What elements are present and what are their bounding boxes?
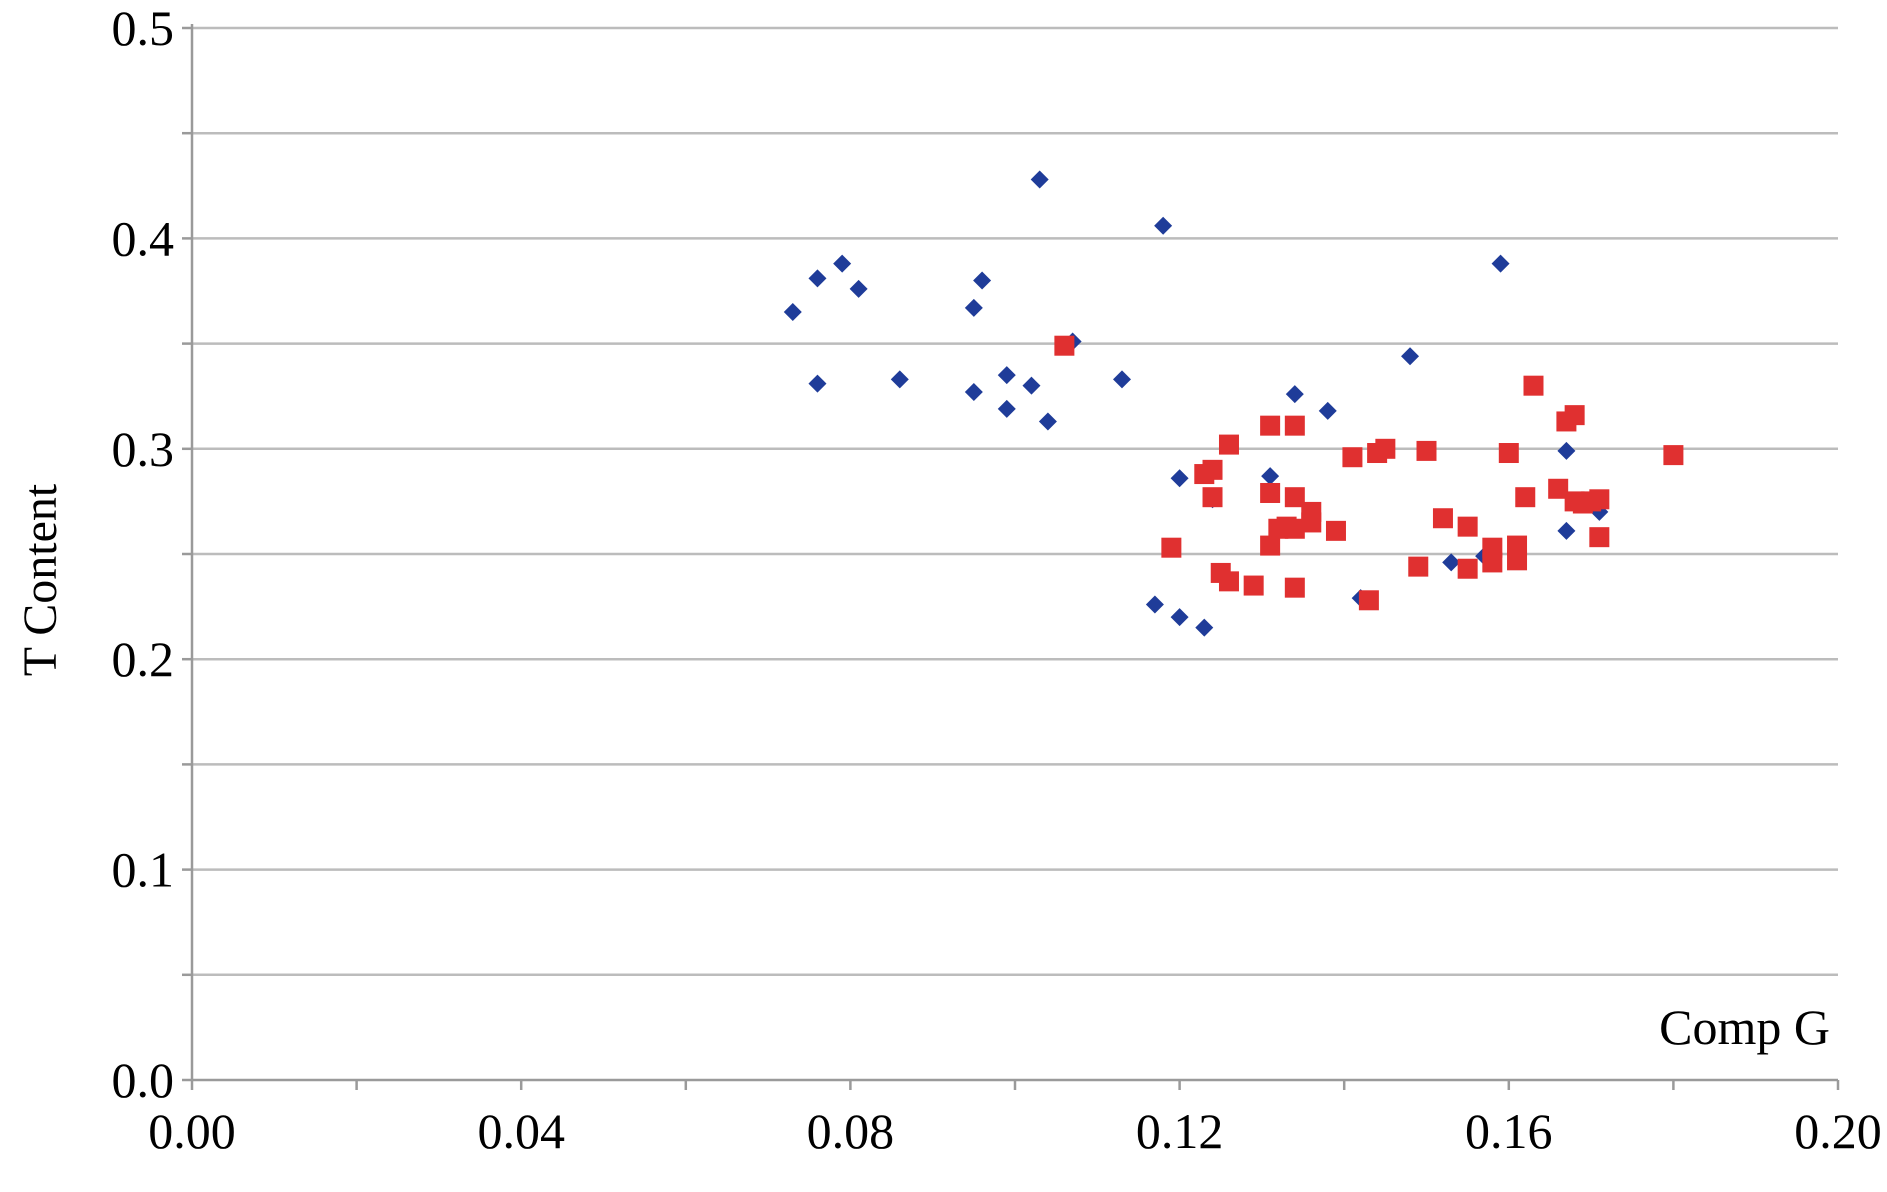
data-point bbox=[833, 254, 852, 273]
series-2 bbox=[1054, 335, 1684, 611]
data-point bbox=[1589, 527, 1610, 548]
axis-ticks: 0.0 0.1 0.2 0.3 0.4 0.5 0.00 0.04 0.08 0.12 0.16 0.… bbox=[112, 0, 1882, 1159]
data-point bbox=[1030, 170, 1049, 189]
x-tick-label: 0.16 bbox=[1465, 1103, 1553, 1159]
data-point bbox=[1038, 412, 1057, 431]
data-point bbox=[1358, 590, 1379, 611]
data-point bbox=[1564, 405, 1585, 426]
data-point bbox=[1507, 535, 1528, 556]
data-point bbox=[1457, 558, 1478, 579]
data-point bbox=[1284, 487, 1305, 508]
y-tick-label: 0.5 bbox=[112, 0, 175, 56]
data-point bbox=[1161, 537, 1182, 558]
data-point bbox=[1260, 482, 1281, 503]
data-point bbox=[1261, 467, 1280, 486]
data-point bbox=[1375, 438, 1396, 459]
data-point bbox=[1260, 415, 1281, 436]
data-point bbox=[1523, 375, 1544, 396]
data-point bbox=[1342, 447, 1363, 468]
data-point bbox=[973, 271, 992, 290]
data-point bbox=[1416, 440, 1437, 461]
data-series bbox=[783, 170, 1684, 637]
data-point bbox=[964, 382, 983, 401]
data-point bbox=[1557, 521, 1576, 540]
y-tick-label: 0.3 bbox=[112, 421, 175, 477]
data-point bbox=[1284, 518, 1305, 539]
data-point bbox=[997, 399, 1016, 418]
data-point bbox=[1457, 516, 1478, 537]
data-point bbox=[1202, 487, 1223, 508]
data-point bbox=[1260, 535, 1281, 556]
data-point bbox=[1285, 385, 1304, 404]
x-tick-label: 0.00 bbox=[148, 1103, 236, 1159]
data-point bbox=[1663, 445, 1684, 466]
data-point bbox=[1325, 520, 1346, 541]
y-tick-label: 0.0 bbox=[112, 1052, 175, 1108]
data-point bbox=[890, 370, 909, 389]
data-point bbox=[1491, 254, 1510, 273]
data-point bbox=[808, 374, 827, 393]
data-point bbox=[1432, 508, 1453, 529]
data-point bbox=[997, 366, 1016, 385]
data-point bbox=[1284, 577, 1305, 598]
y-axis-label: T Content bbox=[14, 483, 67, 676]
data-point bbox=[1498, 443, 1519, 464]
data-point bbox=[1145, 595, 1164, 614]
data-point bbox=[1442, 553, 1461, 572]
data-point bbox=[1515, 487, 1536, 508]
x-tick-label: 0.20 bbox=[1794, 1103, 1882, 1159]
data-point bbox=[1195, 618, 1214, 637]
data-point bbox=[1557, 441, 1576, 460]
data-point bbox=[1054, 335, 1075, 356]
data-point bbox=[964, 298, 983, 317]
data-point bbox=[1218, 434, 1239, 455]
data-point bbox=[1202, 459, 1223, 480]
data-point bbox=[1243, 575, 1264, 596]
axes bbox=[190, 24, 1838, 1082]
data-point bbox=[1408, 556, 1429, 577]
x-axis-label: Comp G bbox=[1659, 999, 1830, 1055]
y-tick-label: 0.4 bbox=[112, 210, 175, 266]
x-tick-label: 0.12 bbox=[1136, 1103, 1224, 1159]
data-point bbox=[783, 303, 802, 322]
data-point bbox=[1218, 571, 1239, 592]
data-point bbox=[1284, 415, 1305, 436]
x-tick-label: 0.04 bbox=[477, 1103, 565, 1159]
data-point bbox=[1154, 216, 1173, 235]
data-point bbox=[1170, 608, 1189, 627]
data-point bbox=[1022, 376, 1041, 395]
data-point bbox=[1112, 370, 1131, 389]
y-tick-label: 0.2 bbox=[112, 631, 175, 687]
x-tick-label: 0.08 bbox=[807, 1103, 895, 1159]
y-tick-label: 0.1 bbox=[112, 842, 175, 898]
data-point bbox=[1589, 489, 1610, 510]
data-point bbox=[1548, 478, 1569, 499]
gridlines bbox=[192, 26, 1838, 977]
data-point bbox=[1170, 469, 1189, 488]
data-point bbox=[1301, 512, 1322, 533]
data-point bbox=[1401, 347, 1420, 366]
series-1 bbox=[783, 170, 1609, 637]
data-point bbox=[808, 269, 827, 288]
data-point bbox=[1318, 401, 1337, 420]
data-point bbox=[1482, 537, 1503, 558]
data-point bbox=[849, 279, 868, 298]
